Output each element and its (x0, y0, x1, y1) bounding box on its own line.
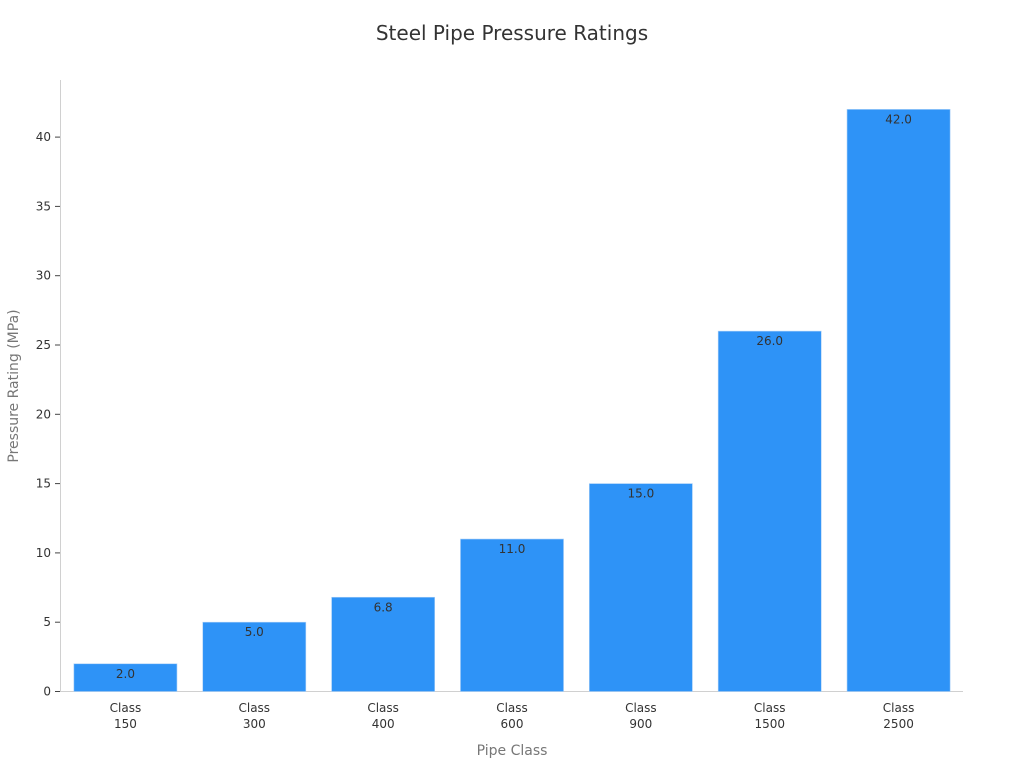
x-axis-ticks: Class 150 Class 300 Class 400 Class 600 Class 900… (110, 701, 915, 731)
chart-title: Steel Pipe Pressure Ratings (376, 21, 648, 45)
data-label: 11.0 (499, 542, 526, 556)
x-tick-label: Class (754, 701, 786, 715)
x-tick-label: 900 (629, 717, 652, 731)
data-label: 2.0 (116, 667, 135, 681)
data-label: 15.0 (627, 487, 654, 501)
x-tick-label: Class (238, 701, 270, 715)
data-label: 42.0 (885, 112, 912, 126)
x-tick-label: 400 (372, 717, 395, 731)
y-tick-label: 15 (36, 477, 51, 491)
x-tick-label: Class (496, 701, 528, 715)
x-tick-label: Class (883, 701, 915, 715)
bar (846, 109, 951, 692)
bar (717, 330, 822, 692)
y-axis-ticks: 0 5 10 15 20 25 30 35 40 (36, 130, 60, 699)
data-label: 6.8 (374, 600, 393, 614)
bar (202, 621, 307, 692)
x-axis-title: Pipe Class (477, 743, 548, 759)
bar (589, 483, 693, 692)
y-tick-label: 0 (43, 685, 51, 699)
y-axis-title: Pressure Rating (MPa) (6, 309, 22, 462)
y-tick-label: 30 (36, 269, 51, 283)
y-tick-label: 35 (36, 199, 51, 213)
x-tick-label: 300 (243, 717, 266, 731)
y-tick-label: 10 (36, 546, 51, 560)
y-tick-label: 40 (36, 130, 51, 144)
x-tick-label: 150 (114, 717, 137, 731)
x-tick-label: Class (110, 701, 142, 715)
bars-group: 2.0 5.0 6.8 11.0 15.0 26.0 42.0 (73, 109, 951, 692)
y-tick-label: 5 (43, 615, 51, 629)
x-tick-label: 600 (501, 717, 524, 731)
bar (460, 538, 564, 692)
bar (73, 663, 178, 692)
data-label: 26.0 (756, 334, 783, 348)
x-tick-label: 1500 (754, 717, 785, 731)
y-tick-label: 25 (36, 338, 51, 352)
bar (331, 596, 435, 692)
x-tick-label: Class (367, 701, 399, 715)
data-label: 5.0 (245, 625, 264, 639)
x-tick-label: 2500 (883, 717, 914, 731)
x-tick-label: Class (625, 701, 657, 715)
y-tick-label: 20 (36, 407, 51, 421)
